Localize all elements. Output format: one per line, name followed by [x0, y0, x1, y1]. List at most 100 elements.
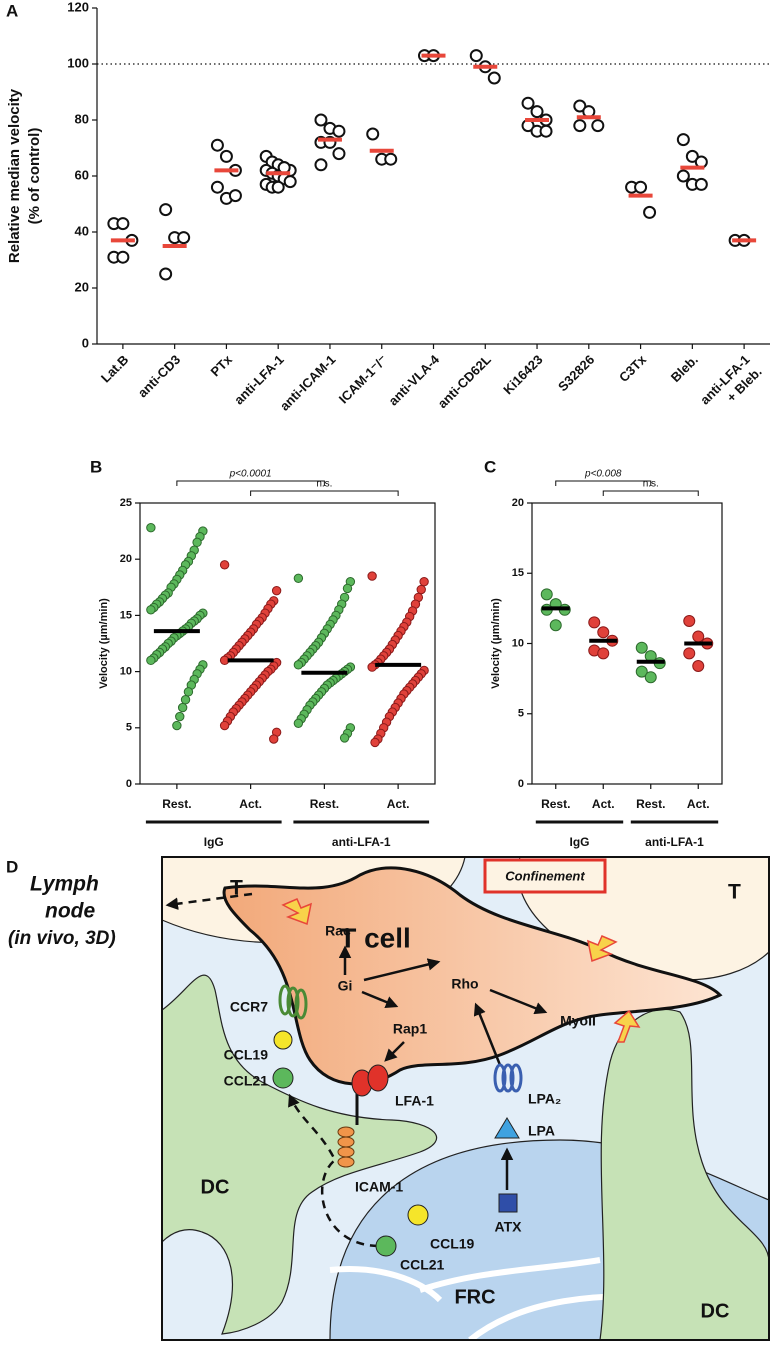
label: CCL21 — [400, 1257, 445, 1273]
label: CCR7 — [230, 999, 268, 1015]
dc — [161, 974, 438, 1335]
point — [332, 147, 346, 161]
point — [175, 711, 185, 722]
x-tick-label: Bleb. — [668, 352, 701, 385]
label: CCL21 — [224, 1073, 269, 1089]
comparison-bracket — [176, 480, 325, 486]
label: T — [230, 877, 243, 900]
label: MyoII — [560, 1013, 596, 1029]
point — [269, 734, 279, 744]
arrow — [473, 1002, 502, 1066]
x-tick-label: Rest. — [636, 797, 665, 811]
y-axis-label: Relative median velocity — [6, 88, 23, 263]
y-tick-label: 80 — [75, 111, 89, 126]
label: DC — [701, 1300, 730, 1322]
y-tick-label: 100 — [67, 55, 89, 70]
y-tick-label: 20 — [75, 279, 89, 294]
group-label: anti-LFA-1 — [332, 835, 391, 849]
point — [588, 616, 601, 629]
point — [591, 119, 605, 133]
x-tick-label: Rest. — [162, 797, 191, 811]
point — [177, 231, 191, 245]
lpa — [494, 1117, 520, 1139]
point — [635, 641, 648, 654]
y-tick-label: 20 — [120, 553, 132, 565]
diagram-frame — [161, 856, 770, 1341]
panel-label: A — [6, 1, 18, 20]
point — [172, 720, 182, 731]
x-tick-label: S32826 — [555, 352, 597, 394]
point — [370, 737, 380, 748]
domain — [337, 1156, 355, 1168]
domain — [337, 1136, 355, 1148]
point — [219, 655, 230, 666]
label: Confinement — [505, 868, 585, 883]
diagram-title: node — [45, 900, 95, 923]
y-tick-label: 0 — [126, 778, 132, 790]
point — [384, 152, 398, 166]
y-axis-label: Velocity (µm/min) — [98, 598, 110, 689]
x-tick-label: Act. — [387, 797, 410, 811]
x-tick-label: anti-ICAM-1 — [277, 352, 339, 414]
label: ICAM-1 — [355, 1179, 403, 1195]
y-tick-label: 15 — [512, 567, 524, 579]
point — [573, 119, 587, 133]
panel-label: C — [484, 457, 496, 476]
point — [146, 655, 156, 666]
ccl19 — [273, 1030, 293, 1050]
point — [487, 71, 501, 85]
point — [692, 659, 705, 672]
x-tick-label: Ki16423 — [500, 352, 545, 397]
coil — [278, 984, 292, 1016]
point — [183, 687, 194, 697]
point — [549, 619, 562, 632]
arrow — [165, 892, 253, 910]
point — [367, 571, 377, 581]
confinement-arrow — [586, 935, 618, 963]
y-tick-label: 120 — [67, 0, 89, 14]
label: T cell — [339, 922, 411, 953]
label: LPA — [528, 1123, 555, 1139]
confinement-arrow — [613, 1009, 641, 1043]
comparison-label: n.s. — [643, 479, 659, 490]
ccl21 — [375, 1235, 397, 1257]
group-label: IgG — [570, 835, 590, 849]
icam-1 — [337, 1126, 355, 1168]
x-tick-label: Act. — [687, 797, 710, 811]
comparison-label: n.s. — [316, 479, 332, 490]
x-tick-label: C3Tx — [616, 351, 650, 385]
arrow — [363, 958, 441, 982]
point — [419, 576, 429, 587]
x-tick-label: Act. — [592, 797, 615, 811]
y-tick-label: 5 — [126, 722, 132, 734]
comparison-bracket — [250, 490, 399, 496]
panel-label: D — [6, 857, 18, 876]
point — [146, 605, 156, 615]
point — [192, 537, 202, 548]
comparison-bracket — [555, 480, 652, 486]
point — [692, 630, 705, 643]
coil — [294, 988, 308, 1020]
point — [271, 180, 285, 194]
arrow — [361, 990, 399, 1008]
arrow — [288, 1093, 379, 1248]
point — [293, 718, 304, 729]
point — [367, 662, 377, 672]
y-tick-label: 0 — [518, 778, 524, 790]
x-tick-label: anti-CD3 — [135, 352, 183, 400]
ccr7 — [278, 984, 308, 1020]
lfa-1 — [367, 1064, 389, 1092]
point — [416, 584, 426, 595]
point — [635, 665, 648, 678]
point — [159, 267, 173, 281]
y-tick-label: 40 — [75, 223, 89, 238]
point — [676, 133, 690, 147]
label: LPA₂ — [528, 1091, 561, 1107]
x-tick-label: Rest. — [310, 797, 339, 811]
ccl21 — [272, 1067, 294, 1089]
point — [643, 205, 657, 219]
point — [159, 203, 173, 217]
point — [366, 127, 380, 141]
